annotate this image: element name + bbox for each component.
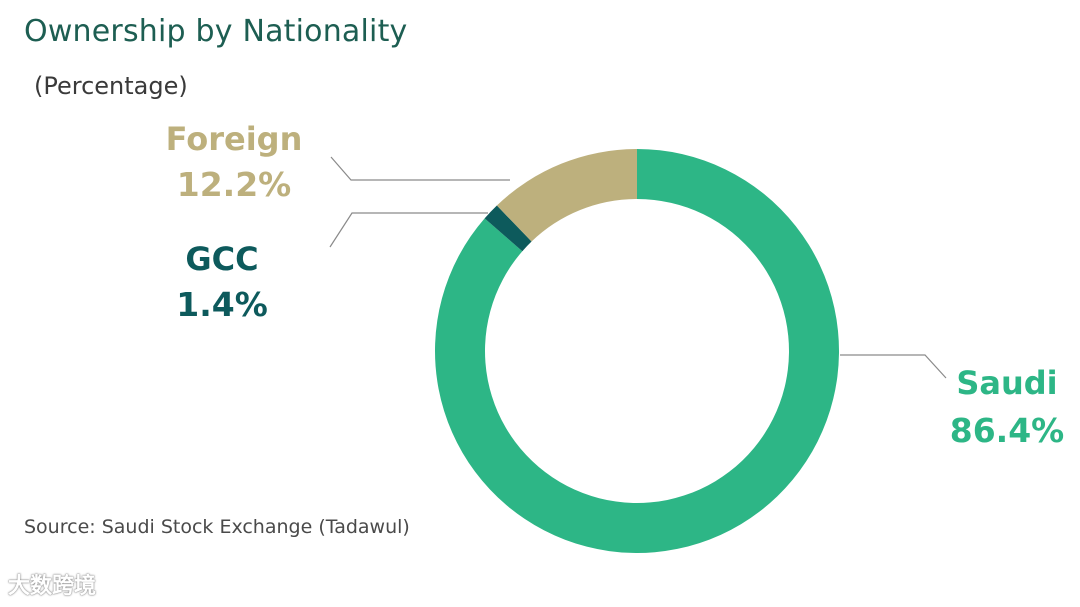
slice-labels: Saudi 86.4% GCC 1.4% Foreign 12.2% xyxy=(166,120,1065,450)
slice-value-gcc: 1.4% xyxy=(176,285,268,324)
leader-line-saudi xyxy=(840,354,947,379)
slice-label-foreign: Foreign xyxy=(166,120,303,158)
source-note: Source: Saudi Stock Exchange (Tadawul) xyxy=(24,516,410,538)
slice-value-foreign: 12.2% xyxy=(177,165,292,204)
leader-lines xyxy=(329,156,947,379)
slice-gcc xyxy=(484,205,532,252)
slice-foreign xyxy=(496,149,637,242)
slice-label-gcc: GCC xyxy=(185,240,258,278)
slice-value-saudi: 86.4% xyxy=(950,411,1065,450)
watermark-logo: 大数跨境 xyxy=(8,574,97,599)
leader-line-foreign xyxy=(330,156,510,181)
leader-line-gcc xyxy=(329,212,488,248)
donut-slices xyxy=(435,149,839,553)
chart-title: Ownership by Nationality xyxy=(24,14,408,49)
slice-label-saudi: Saudi xyxy=(956,364,1057,402)
chart-subtitle: (Percentage) xyxy=(34,72,188,100)
